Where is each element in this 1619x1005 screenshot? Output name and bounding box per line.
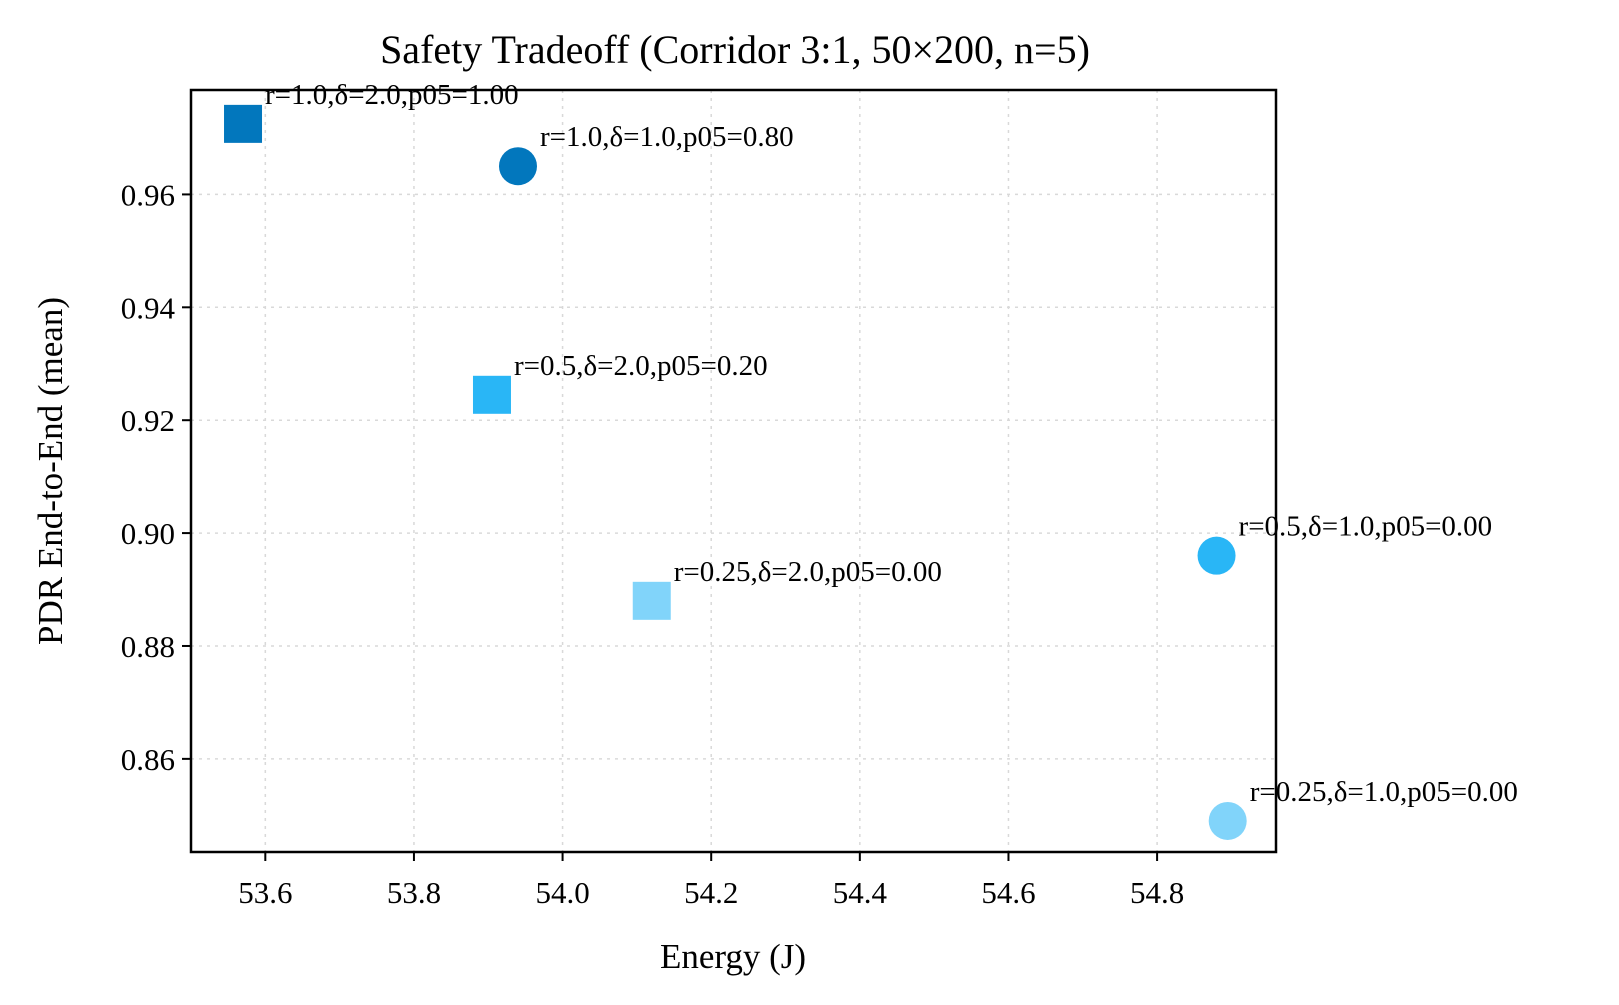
x-tick-label: 54.0	[535, 875, 589, 910]
x-tick-label: 54.2	[684, 875, 738, 910]
data-points	[224, 104, 1247, 840]
y-axis-label: PDR End-to-End (mean)	[31, 297, 70, 645]
circle-marker	[498, 147, 537, 186]
point-label: r=1.0,δ=1.0,p05=0.80	[540, 121, 794, 153]
square-marker	[632, 581, 671, 620]
point-label: r=1.0,δ=2.0,p05=1.00	[265, 79, 519, 111]
grid-lines	[191, 90, 1276, 852]
x-axis-label: Energy (J)	[660, 937, 806, 976]
point-label: r=0.5,δ=2.0,p05=0.20	[514, 350, 768, 382]
circle-marker	[1197, 536, 1236, 575]
y-tick-label: 0.94	[121, 290, 176, 325]
x-tick-label: 54.6	[981, 875, 1035, 910]
chart-title: Safety Tradeoff (Corridor 3:1, 50×200, n…	[380, 27, 1090, 72]
circle-marker	[1208, 801, 1247, 840]
axis-ticks: 53.6 53.8 54.0 54.2 54.4 54.6 54.8 0.86 0.88 0.90…	[121, 177, 1184, 910]
plot-frame	[189, 88, 1278, 854]
y-tick-label: 0.92	[121, 403, 175, 438]
x-tick-label: 53.8	[387, 875, 441, 910]
y-tick-label: 0.90	[121, 516, 175, 551]
point-label: r=0.25,δ=1.0,p05=0.00	[1250, 776, 1518, 808]
point-annotations: r=1.0,δ=2.0,p05=1.00 r=1.0,δ=1.0,p05=0.80…	[265, 79, 1518, 808]
x-tick-label: 53.6	[238, 875, 292, 910]
x-tick-label: 54.4	[833, 875, 888, 910]
y-tick-label: 0.86	[121, 742, 175, 777]
y-tick-label: 0.96	[121, 177, 175, 212]
square-marker	[224, 104, 263, 143]
square-marker	[472, 375, 511, 414]
point-label: r=0.25,δ=2.0,p05=0.00	[674, 556, 942, 588]
y-tick-label: 0.88	[121, 629, 175, 664]
point-label: r=0.5,δ=1.0,p05=0.00	[1239, 511, 1493, 543]
x-tick-label: 54.8	[1130, 875, 1184, 910]
